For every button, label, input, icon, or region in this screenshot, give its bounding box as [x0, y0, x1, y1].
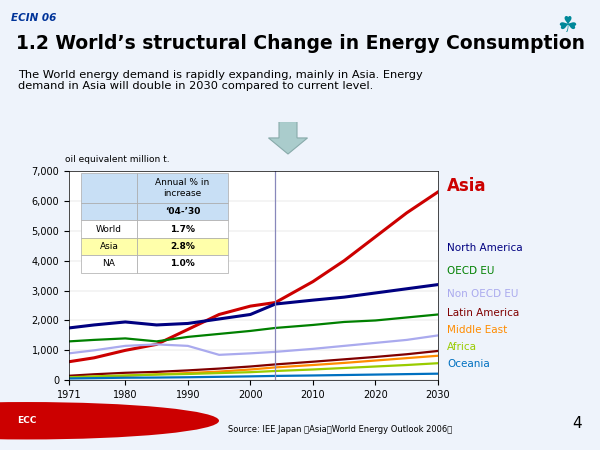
Text: 1.0%: 1.0% — [170, 260, 195, 269]
Bar — [81, 173, 137, 203]
Bar — [137, 203, 228, 220]
Bar — [81, 238, 137, 255]
Bar — [137, 220, 228, 238]
Text: Non OECD EU: Non OECD EU — [447, 289, 518, 299]
Text: ECIN 06: ECIN 06 — [11, 13, 56, 23]
Bar — [137, 255, 228, 273]
Bar — [137, 238, 228, 255]
Text: ‘04-’30: ‘04-’30 — [165, 207, 200, 216]
Text: 1.2 World’s structural Change in Energy Consumption: 1.2 World’s structural Change in Energy … — [16, 34, 584, 53]
Text: OECD EU: OECD EU — [447, 266, 494, 276]
Text: Africa: Africa — [447, 342, 477, 352]
Bar — [137, 173, 228, 203]
Text: 4: 4 — [572, 416, 582, 431]
Text: Asia: Asia — [100, 242, 118, 251]
Text: North America: North America — [447, 243, 523, 253]
Text: Oceania: Oceania — [447, 359, 490, 369]
Text: Asia: Asia — [447, 177, 487, 195]
Text: Middle East: Middle East — [447, 325, 508, 335]
Text: 2.8%: 2.8% — [170, 242, 195, 251]
Text: oil equivalent million t.: oil equivalent million t. — [65, 155, 170, 164]
Text: Source: IEE Japan 『Asia／World Energy Outlook 2006』: Source: IEE Japan 『Asia／World Energy Out… — [228, 425, 452, 434]
Text: NA: NA — [103, 260, 115, 269]
Bar — [81, 255, 137, 273]
FancyArrow shape — [269, 122, 308, 154]
Text: Annual % in
increase: Annual % in increase — [155, 178, 209, 198]
Text: World: World — [96, 225, 122, 234]
Text: 1.7%: 1.7% — [170, 225, 195, 234]
Text: ECC: ECC — [17, 416, 37, 425]
Text: The World energy demand is rapidly expanding, mainly in Asia. Energy
demand in A: The World energy demand is rapidly expan… — [18, 70, 423, 91]
Text: Latin America: Latin America — [447, 308, 520, 318]
Bar — [81, 203, 137, 220]
Bar — [81, 220, 137, 238]
Circle shape — [0, 402, 219, 440]
Text: ☘: ☘ — [557, 16, 577, 36]
